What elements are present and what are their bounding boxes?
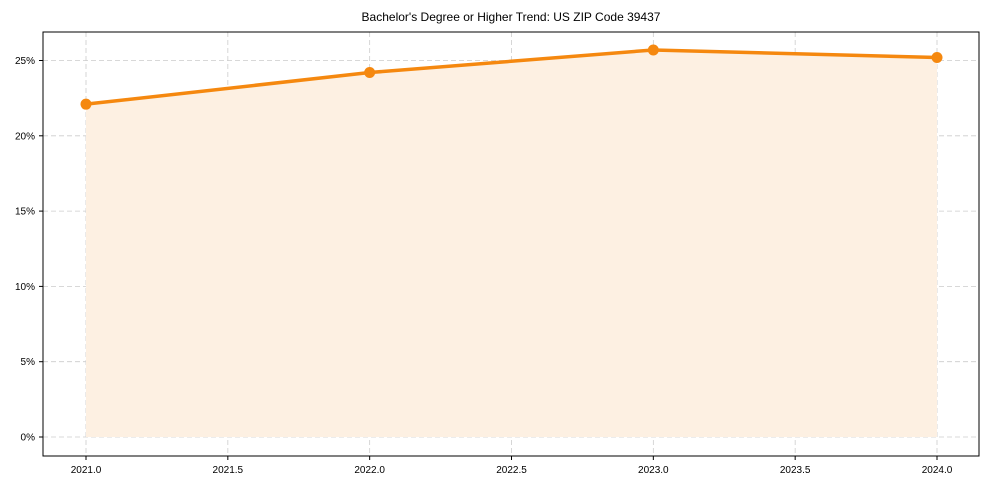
x-tick-label: 2022.0 [354,465,385,476]
data-line [85,48,938,106]
y-tick-label: 20% [15,131,35,142]
x-tick-label: 2022.5 [496,465,527,476]
x-tick-label: 2024.0 [922,465,953,476]
x-tick-label: 2023.0 [638,465,669,476]
y-tick-label: 25% [15,56,35,67]
data-point [80,98,92,110]
y-tick-label: 0% [21,433,36,444]
y-axis: 0% 5% 10% 15% 20% 25% [15,56,43,444]
x-axis: 2021.0 2021.5 2022.0 2022.5 2023.0 2023.5 2024… [71,456,953,476]
x-tick-label: 2021.5 [213,465,244,476]
y-tick-label: 10% [15,282,35,293]
data-point [647,44,659,56]
area-fill [86,49,937,437]
data-points [80,44,943,110]
x-tick-label: 2023.5 [780,465,811,476]
data-point [931,51,943,63]
data-point [364,67,376,79]
chart-title: Bachelor's Degree or Higher Trend: US ZI… [362,10,661,24]
y-tick-label: 15% [15,207,35,218]
y-tick-label: 5% [21,357,36,368]
x-tick-label: 2021.0 [71,465,102,476]
